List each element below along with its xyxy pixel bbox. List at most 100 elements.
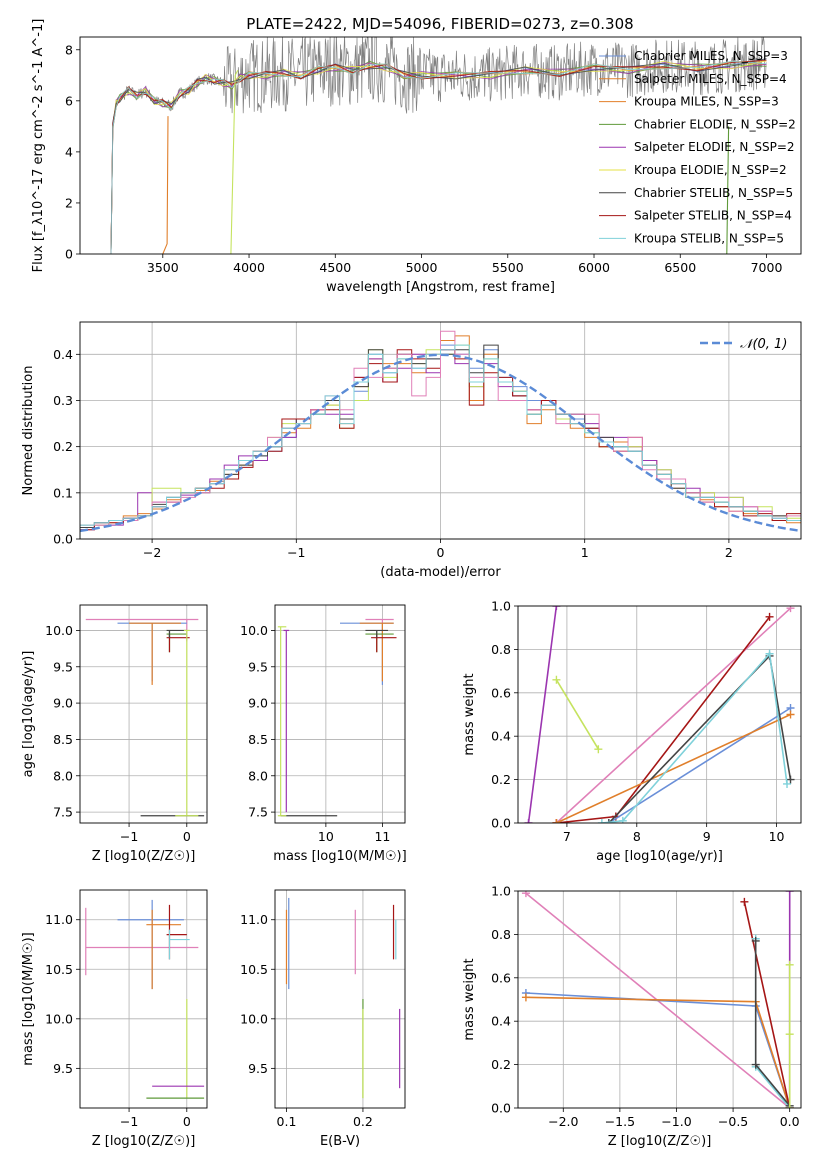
y-tick-label: 0.2 bbox=[491, 1057, 511, 1072]
y-tick-label: 0.6 bbox=[491, 970, 511, 985]
errorbar-point bbox=[183, 629, 190, 816]
y-tick-label: 0 bbox=[65, 247, 73, 262]
weight-marker bbox=[765, 649, 774, 658]
model-line bbox=[110, 62, 767, 254]
weight-marker bbox=[786, 606, 795, 613]
y-axis-label: mass weight bbox=[462, 673, 477, 755]
chart-mass_vs_Z: −1 0 9.5 10.0 10.5 11.0 Z [log10(Z/Z☉)] mass [l… bbox=[21, 889, 208, 1149]
axes-frame bbox=[79, 889, 208, 1109]
x-tick-label: 0.2 bbox=[353, 1114, 373, 1129]
weight-line bbox=[556, 713, 791, 823]
x-tick-label: 0.0 bbox=[780, 1114, 800, 1129]
y-axis-label: age [log10(age/yr)] bbox=[21, 651, 36, 778]
x-tick-label: 11 bbox=[374, 829, 390, 844]
model-line bbox=[110, 60, 767, 254]
plot-area bbox=[285, 897, 401, 1099]
errorbar-point bbox=[365, 630, 394, 653]
y-tick-label: 7.5 bbox=[53, 805, 73, 820]
y-tick-label: 8 bbox=[65, 42, 73, 57]
x-tick-label: 0 bbox=[183, 829, 191, 844]
errorbar-point bbox=[146, 909, 182, 990]
y-tick-label: 11.0 bbox=[240, 912, 268, 927]
y-tick-label: 11.0 bbox=[45, 912, 73, 927]
weight-marker bbox=[783, 779, 792, 788]
legend-entry: Chabrier ELODIE, N_SSP=2 bbox=[634, 117, 796, 131]
figure-title: PLATE=2422, MJD=54096, FIBERID=0273, z=0… bbox=[246, 15, 633, 33]
spectrum-line bbox=[112, 37, 767, 133]
y-tick-label: 0.0 bbox=[491, 816, 511, 831]
weight-line bbox=[527, 606, 558, 823]
x-tick-label: 5500 bbox=[492, 260, 524, 275]
x-tick-label: 5000 bbox=[406, 260, 438, 275]
legend-entry: Kroupa MILES, N_SSP=3 bbox=[634, 95, 779, 109]
y-tick-label: 9.0 bbox=[53, 696, 73, 711]
errorbar-point bbox=[371, 634, 397, 653]
x-axis-label: Z [log10(Z/Z☉)] bbox=[92, 849, 196, 864]
legend-entry: Chabrier MILES, N_SSP=3 bbox=[634, 49, 788, 63]
x-tick-label: 4000 bbox=[233, 260, 265, 275]
errorbar-point bbox=[359, 622, 394, 682]
weight-marker bbox=[521, 891, 530, 898]
x-tick-label: 10 bbox=[318, 829, 334, 844]
axes-frame bbox=[79, 604, 208, 824]
weight-marker bbox=[786, 710, 795, 719]
y-tick-label: 10.0 bbox=[240, 1011, 268, 1026]
model-line bbox=[110, 60, 767, 254]
y-tick-label: 10.0 bbox=[240, 623, 268, 638]
legend-entry: Kroupa STELIB, N_SSP=5 bbox=[634, 231, 784, 245]
chart-weight_vs_Z: −2.0 −1.5 −1.0 −0.5 0.0 0.0 0.2 0.4 0.6 0.8 1.0 Z [… bbox=[462, 884, 802, 1149]
axes-frame bbox=[274, 889, 406, 1109]
x-axis-label: Z [log10(Z/Z☉)] bbox=[608, 1134, 712, 1149]
x-axis-label: (data-model)/error bbox=[380, 565, 501, 580]
x-tick-label: −1.5 bbox=[605, 1114, 635, 1129]
legend-entry: Salpeter STELIB, N_SSP=4 bbox=[634, 209, 792, 223]
errorbar-point bbox=[283, 629, 290, 813]
y-tick-label: 10.0 bbox=[45, 623, 73, 638]
x-axis-label: E(B-V) bbox=[320, 1134, 360, 1149]
y-tick-label: 0.2 bbox=[491, 772, 511, 787]
errorbar-point bbox=[277, 626, 287, 816]
y-tick-label: 0.6 bbox=[491, 685, 511, 700]
plot-area bbox=[110, 37, 767, 254]
weight-marker bbox=[597, 819, 606, 823]
x-tick-label: 7 bbox=[563, 829, 571, 844]
weight-line bbox=[525, 992, 791, 1108]
plot-area bbox=[521, 891, 794, 1108]
y-axis-label: Normed distribution bbox=[21, 366, 36, 496]
legend-entry: Chabrier STELIB, N_SSP=5 bbox=[634, 186, 793, 200]
plot-area bbox=[85, 618, 205, 817]
y-tick-label: 10.5 bbox=[45, 962, 73, 977]
plot-area bbox=[524, 606, 795, 823]
y-axis-label: Flux [f_λ10^-17 erg cm^-2 s^-1 A^-1] bbox=[31, 19, 46, 273]
y-tick-label: 0.0 bbox=[53, 532, 73, 547]
chart-spectrum: 3500 4000 4500 5000 5500 6000 6500 7000 0 2 4 6 8 wav… bbox=[31, 19, 802, 295]
x-tick-label: 9 bbox=[703, 829, 711, 844]
model-edge-line bbox=[726, 126, 730, 254]
weight-marker bbox=[765, 612, 774, 621]
x-tick-label: 6500 bbox=[664, 260, 696, 275]
x-tick-label: −0.5 bbox=[718, 1114, 748, 1129]
weight-line bbox=[525, 996, 791, 1108]
x-tick-label: −2.0 bbox=[548, 1114, 578, 1129]
y-axis-label: mass [log10(M/M☉)] bbox=[21, 932, 36, 1065]
chart-age_vs_Z: −1 0 7.5 8.0 8.5 9.0 9.5 10.0 Z [log10(Z/Z☉)] age… bbox=[21, 604, 208, 864]
x-tick-label: −1 bbox=[287, 545, 305, 560]
errorbar-point bbox=[117, 899, 184, 990]
chart-residuals: −2 −1 0 1 2 0.0 0.1 0.2 0.3 0.4 (data-model)/error… bbox=[21, 321, 802, 580]
y-tick-label: 10.0 bbox=[45, 1011, 73, 1026]
x-tick-label: −1.0 bbox=[661, 1114, 691, 1129]
weight-marker bbox=[552, 819, 561, 823]
x-tick-label: −1 bbox=[120, 1114, 138, 1129]
y-tick-label: 9.0 bbox=[248, 696, 268, 711]
weight-marker bbox=[604, 819, 613, 823]
legend-entry: Salpeter MILES, N_SSP=4 bbox=[634, 72, 787, 86]
weight-line bbox=[608, 654, 792, 823]
weight-marker bbox=[552, 675, 561, 684]
y-tick-label: 1.0 bbox=[491, 599, 511, 614]
axes-frame bbox=[274, 604, 406, 824]
x-tick-label: 0 bbox=[437, 545, 445, 560]
model-edge-line bbox=[162, 116, 169, 254]
x-axis-label: mass [log10(M/M☉)] bbox=[273, 849, 406, 864]
x-axis-label: Z [log10(Z/Z☉)] bbox=[92, 1134, 196, 1149]
y-tick-label: 0.8 bbox=[491, 927, 511, 942]
